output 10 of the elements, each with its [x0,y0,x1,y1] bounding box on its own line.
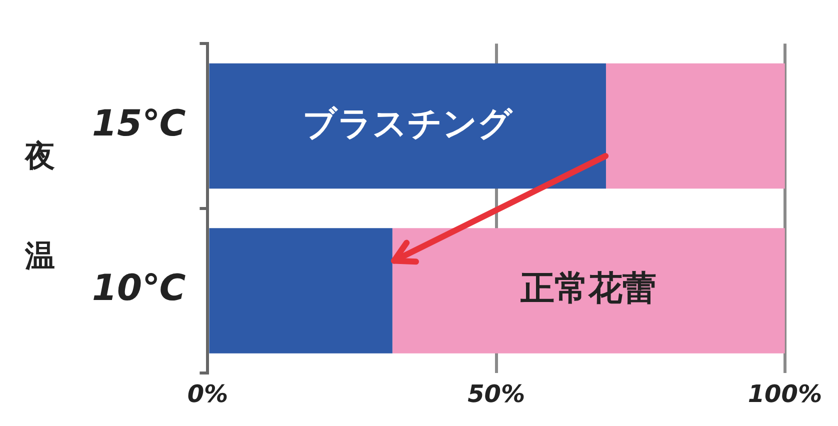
series-label: ブラスチング [302,104,514,144]
x-tick-label: 100% [748,380,822,408]
series-label: 正常花蕾 [520,268,657,309]
y-tick-label: 15℃ [92,103,186,144]
x-tick-label: 0% [187,380,228,408]
bar [606,63,785,189]
x-tick-label: 50% [468,380,526,408]
bar [209,228,392,354]
y-tick-label: 10℃ [92,268,186,310]
text: 夜温 [25,139,55,274]
